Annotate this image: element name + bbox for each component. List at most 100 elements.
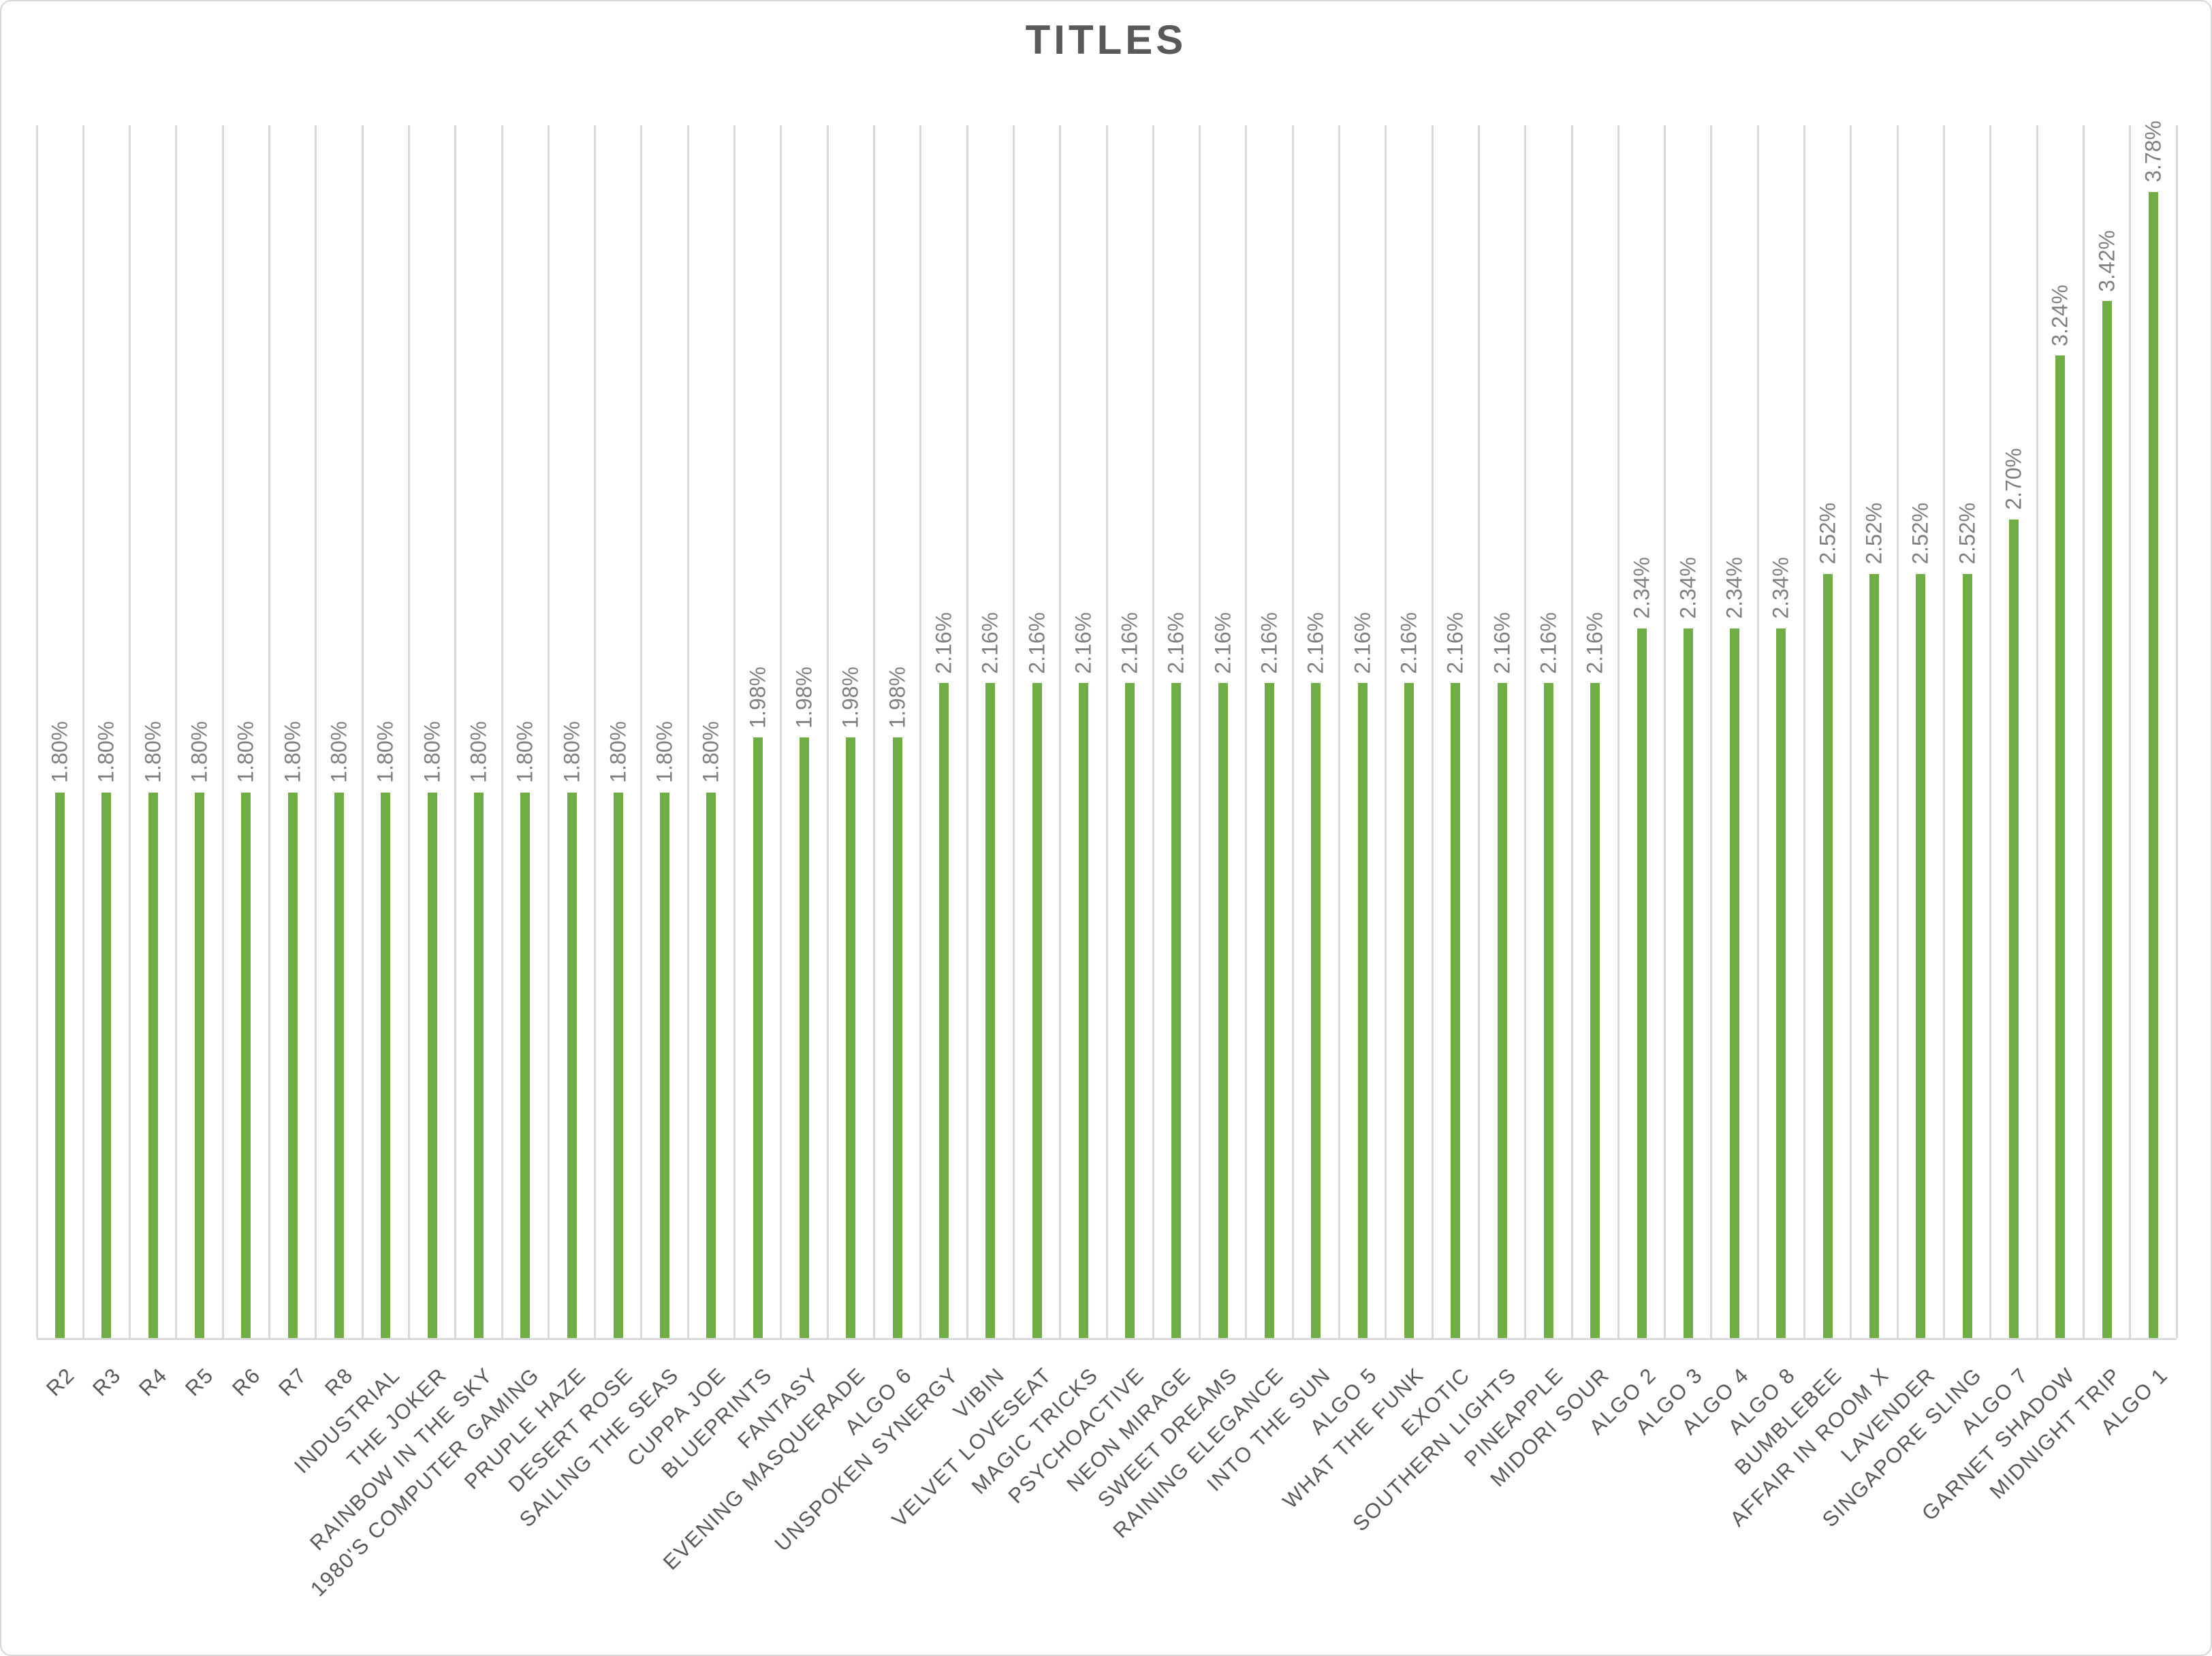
- bar: [1125, 683, 1135, 1338]
- category-label: R4: [134, 1363, 172, 1401]
- bar: [2008, 519, 2019, 1338]
- value-label: 2.34%: [1768, 557, 1793, 620]
- gridline: [1012, 125, 1015, 1338]
- bar: [1683, 628, 1693, 1338]
- plot-area: 1.80% R2 1.80% R3 1.80% R4 1.80% R5 1.80% R6 1.80%…: [35, 121, 2178, 1601]
- bar: [2102, 301, 2112, 1338]
- gridline: [407, 125, 410, 1338]
- bar: [1869, 573, 1880, 1338]
- bar: [800, 737, 810, 1338]
- value-label: 1.80%: [373, 720, 398, 783]
- value-label: 2.70%: [2001, 448, 2026, 510]
- bar: [567, 792, 577, 1338]
- value-label: 1.80%: [187, 720, 212, 783]
- gridline: [826, 125, 829, 1338]
- value-label: 2.34%: [1628, 557, 1654, 620]
- bar: [1543, 683, 1553, 1338]
- gridline: [1756, 125, 1759, 1338]
- value-label: 2.52%: [1815, 503, 1840, 564]
- value-label: 2.16%: [1303, 611, 1328, 674]
- value-label: 1.98%: [838, 666, 863, 729]
- bar: [1822, 573, 1833, 1338]
- value-label: 3.42%: [2094, 229, 2119, 292]
- gridline: [547, 125, 550, 1338]
- gridline: [1803, 125, 1806, 1338]
- value-label: 2.16%: [1024, 611, 1049, 674]
- bar: [2148, 191, 2158, 1338]
- value-label: 1.98%: [791, 666, 817, 729]
- gridline: [221, 125, 224, 1338]
- value-label: 2.16%: [1117, 611, 1142, 674]
- bar: [1590, 683, 1600, 1338]
- value-label: 1.80%: [605, 720, 631, 783]
- value-label: 2.16%: [1582, 611, 1607, 674]
- gridline: [2036, 125, 2038, 1338]
- bar: [101, 792, 112, 1338]
- value-label: 2.34%: [1675, 557, 1701, 620]
- value-label: 2.16%: [1071, 611, 1096, 674]
- value-label: 1.98%: [745, 666, 770, 729]
- value-label: 2.52%: [1955, 503, 1980, 564]
- bar: [427, 792, 437, 1338]
- gridline: [733, 125, 736, 1338]
- chart-title: TITLES: [1025, 17, 1187, 63]
- value-label: 1.80%: [698, 720, 723, 783]
- value-label: 1.80%: [558, 720, 584, 783]
- bar: [2055, 355, 2066, 1338]
- gridline: [1059, 125, 1062, 1338]
- gridline: [686, 125, 689, 1338]
- gridline: [1431, 125, 1434, 1338]
- category-label: R5: [180, 1363, 219, 1401]
- category-label: R3: [87, 1363, 126, 1401]
- bar: [334, 792, 344, 1338]
- gridline: [1942, 125, 1945, 1338]
- bar: [1357, 683, 1368, 1338]
- bar: [520, 792, 531, 1338]
- bar: [1078, 683, 1088, 1338]
- value-label: 2.52%: [1908, 503, 1933, 564]
- gridline: [966, 125, 968, 1338]
- bar: [473, 792, 484, 1338]
- gridline: [175, 125, 178, 1338]
- bar: [148, 792, 158, 1338]
- bar: [1451, 683, 1461, 1338]
- bar: [1730, 628, 1740, 1338]
- gridline: [872, 125, 875, 1338]
- bar: [892, 737, 902, 1338]
- gridline: [1570, 125, 1573, 1338]
- category-label: R8: [320, 1363, 359, 1401]
- bar: [1497, 683, 1507, 1338]
- value-label: 1.80%: [466, 720, 491, 783]
- bar: [938, 683, 949, 1338]
- gridline: [501, 125, 503, 1338]
- gridline: [594, 125, 597, 1338]
- gridline: [2175, 125, 2178, 1338]
- value-label: 2.16%: [931, 611, 956, 674]
- gridline: [361, 125, 364, 1338]
- value-label: 1.80%: [93, 720, 118, 783]
- gridline: [2129, 125, 2132, 1338]
- bar: [287, 792, 298, 1338]
- gridline: [1245, 125, 1248, 1338]
- value-label: 1.80%: [47, 720, 72, 783]
- bar: [1032, 683, 1042, 1338]
- gridline: [315, 125, 317, 1338]
- bar: [1171, 683, 1182, 1338]
- gridline: [1617, 125, 1620, 1338]
- value-label: 3.24%: [2047, 284, 2072, 347]
- bar: [613, 792, 623, 1338]
- gridline: [1524, 125, 1527, 1338]
- gridline: [1152, 125, 1154, 1338]
- bar: [1265, 683, 1275, 1338]
- bar: [1311, 683, 1321, 1338]
- bar: [195, 792, 205, 1338]
- gridline: [1199, 125, 1201, 1338]
- category-label: R6: [227, 1363, 266, 1401]
- bar: [241, 792, 251, 1338]
- bar: [55, 792, 65, 1338]
- gridline: [82, 125, 84, 1338]
- gridline: [1989, 125, 1992, 1338]
- category-label: R7: [274, 1363, 312, 1401]
- gridline: [268, 125, 271, 1338]
